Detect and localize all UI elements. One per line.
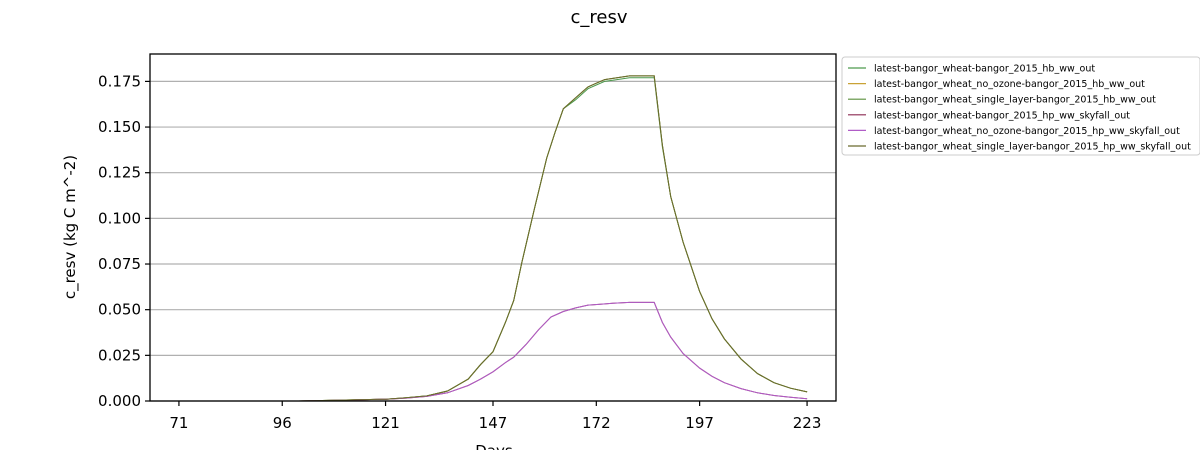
x-axis-ticks: 71 96 121 147 172 197 223	[169, 401, 821, 432]
y-axis-label: c_resv (kg C m^-2)	[61, 155, 80, 299]
x-axis-label: Days	[475, 442, 513, 450]
y-tick-label: 0.075	[98, 255, 141, 273]
y-tick-label: 0.100	[98, 209, 141, 227]
series-line-1	[178, 77, 808, 402]
legend-label-1: latest-bangor_wheat-bangor_2015_hb_ww_ou…	[874, 64, 1095, 75]
legend-label-4: latest-bangor_wheat-bangor_2015_hp_ww_sk…	[874, 110, 1130, 121]
y-axis-ticks: 0.000 0.025 0.050 0.075 0.100 0.125 0.150 0.175	[98, 72, 150, 410]
x-tick-label: 197	[685, 414, 714, 432]
y-tick-label: 0.025	[98, 346, 141, 364]
y-tick-label: 0.175	[98, 72, 141, 90]
x-tick-label: 96	[273, 414, 292, 432]
x-tick-label: 147	[479, 414, 508, 432]
legend-box	[841, 56, 1200, 156]
x-tick-label: 71	[169, 414, 188, 432]
x-tick-label: 121	[371, 414, 400, 432]
series-line-5	[178, 301, 808, 402]
legend: latest-bangor_wheat-bangor_2015_hb_ww_ou…	[841, 56, 1200, 156]
y-tick-label: 0.150	[98, 118, 141, 136]
legend-label-6: latest-bangor_wheat_single_layer-bangor_…	[874, 142, 1191, 153]
grid-lines	[150, 80, 836, 402]
series-line-6	[178, 75, 808, 402]
y-tick-label: 0.000	[98, 392, 141, 410]
series-lines	[178, 75, 808, 402]
y-tick-label: 0.050	[98, 301, 141, 319]
x-tick-label: 172	[582, 414, 611, 432]
legend-label-5: latest-bangor_wheat_no_ozone-bangor_2015…	[874, 126, 1180, 137]
chart-title: c_resv	[570, 7, 627, 28]
x-tick-label: 223	[793, 414, 822, 432]
y-tick-label: 0.125	[98, 164, 141, 182]
legend-label-2: latest-bangor_wheat_no_ozone-bangor_2015…	[874, 79, 1145, 90]
legend-label-3: latest-bangor_wheat_single_layer-bangor_…	[874, 95, 1156, 106]
